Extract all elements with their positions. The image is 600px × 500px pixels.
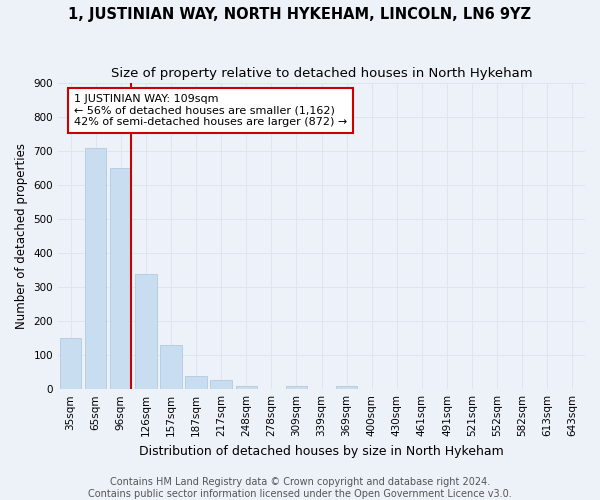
Bar — [236, 386, 257, 389]
Bar — [286, 386, 307, 389]
Bar — [160, 345, 182, 389]
X-axis label: Distribution of detached houses by size in North Hykeham: Distribution of detached houses by size … — [139, 444, 504, 458]
Bar — [135, 274, 157, 389]
Y-axis label: Number of detached properties: Number of detached properties — [15, 143, 28, 329]
Text: Contains HM Land Registry data © Crown copyright and database right 2024.
Contai: Contains HM Land Registry data © Crown c… — [88, 478, 512, 499]
Bar — [85, 148, 106, 389]
Bar — [110, 168, 131, 389]
Text: 1, JUSTINIAN WAY, NORTH HYKEHAM, LINCOLN, LN6 9YZ: 1, JUSTINIAN WAY, NORTH HYKEHAM, LINCOLN… — [68, 8, 532, 22]
Title: Size of property relative to detached houses in North Hykeham: Size of property relative to detached ho… — [111, 68, 532, 80]
Bar — [336, 386, 357, 389]
Text: 1 JUSTINIAN WAY: 109sqm
← 56% of detached houses are smaller (1,162)
42% of semi: 1 JUSTINIAN WAY: 109sqm ← 56% of detache… — [74, 94, 347, 127]
Bar — [211, 380, 232, 389]
Bar — [185, 376, 207, 389]
Bar — [60, 338, 81, 389]
